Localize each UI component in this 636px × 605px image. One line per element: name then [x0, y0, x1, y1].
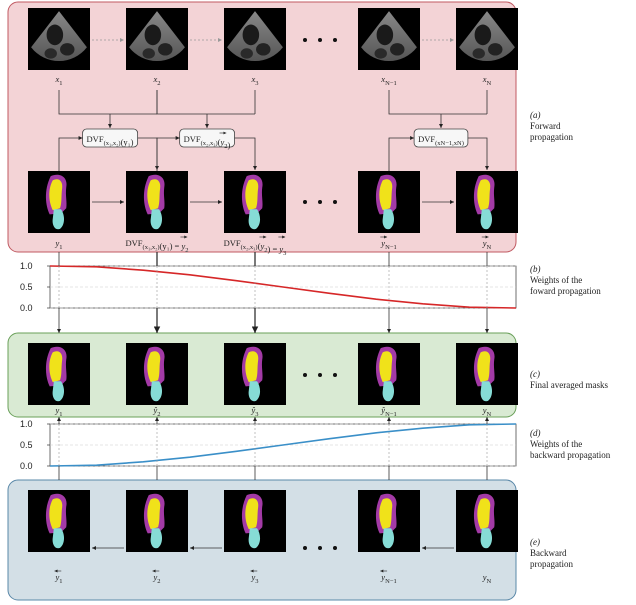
y-tick-label: 0.0	[20, 461, 33, 471]
label-subscript: (x₁,x₂)	[104, 140, 121, 147]
ultrasound-frame	[224, 8, 286, 70]
y-tick-label: 1.0	[20, 419, 33, 429]
ellipsis-dot	[303, 38, 307, 42]
label-part: DVF	[87, 134, 104, 144]
label-part: (y₁) =	[160, 241, 182, 251]
label-subscript: 1	[59, 80, 62, 87]
averaged-mask	[126, 343, 188, 405]
label-subscript: N−1	[385, 411, 397, 418]
panel-tag: (a)	[530, 110, 541, 120]
panel-tag: (b)	[530, 264, 541, 274]
label-subscript: 3	[255, 411, 258, 418]
label-part: DVF	[418, 134, 435, 144]
y-tick-label: 1.0	[20, 261, 33, 271]
y-tick-label: 0.5	[20, 440, 33, 450]
label-subscript: (xN−1,xN)	[435, 140, 464, 147]
panel-caption: Weights of the	[530, 439, 582, 449]
backward-mask	[28, 490, 90, 552]
ellipsis-dot	[333, 373, 337, 377]
panel-caption: foward propagation	[530, 286, 601, 296]
backward-mask	[126, 490, 188, 552]
diagram: x1x2x3xN−1xNDVF(x₁,x₂)(y₁)DVF(x₂,x₃)(y2)…	[0, 0, 636, 605]
averaged-mask	[358, 343, 420, 405]
panel-caption: Weights of the	[530, 275, 582, 285]
ellipsis-dot	[318, 546, 322, 550]
backward-mask	[456, 490, 518, 552]
panel-caption: propagation	[530, 559, 573, 569]
ultrasound-frame	[28, 8, 90, 70]
ellipsis-dot	[318, 38, 322, 42]
ellipsis-dot	[333, 200, 337, 204]
forward-mask	[224, 171, 286, 233]
y-tick-label: 0.5	[20, 282, 33, 292]
panel-caption: Forward	[530, 121, 561, 131]
label-subscript: N	[487, 244, 492, 251]
panel-tag: (c)	[530, 369, 540, 379]
forward-mask	[456, 171, 518, 233]
backward-mask	[358, 490, 420, 552]
panel-caption: Backward	[530, 548, 567, 558]
forward-mask	[126, 171, 188, 233]
ultrasound-frame	[456, 8, 518, 70]
ellipsis-dot	[333, 38, 337, 42]
label-part: )	[228, 140, 231, 150]
label-subscript: (x₂,x₃)	[201, 140, 218, 147]
backward-mask	[224, 490, 286, 552]
label-part: ) =	[267, 244, 279, 254]
label-subscript: N	[487, 411, 492, 418]
forward-mask	[358, 171, 420, 233]
label-subscript: N−1	[385, 80, 397, 87]
label-subscript: N	[487, 80, 492, 87]
page: {"panel_labels":[ {"tag":"(a)","lines":[…	[0, 0, 636, 605]
label-subscript: 3	[283, 250, 286, 257]
averaged-mask	[224, 343, 286, 405]
label-subscript: 2	[157, 80, 160, 87]
label-subscript: N−1	[385, 244, 397, 251]
y-tick-label: 0.0	[20, 303, 33, 313]
label-part: DVF	[184, 134, 201, 144]
ellipsis-dot	[303, 373, 307, 377]
panel-tag: (e)	[530, 537, 540, 547]
ellipsis-dot	[333, 546, 337, 550]
ultrasound-frame	[358, 8, 420, 70]
label-part: DVF	[126, 238, 143, 248]
forward-mask	[28, 171, 90, 233]
label-subscript: 1	[59, 411, 62, 418]
label-subscript: 3	[255, 80, 258, 87]
label-part: (y₁)	[121, 137, 134, 147]
label-subscript: N	[487, 578, 492, 585]
label-part: DVF	[224, 238, 241, 248]
panel-caption: backward propagation	[530, 450, 611, 460]
label-subscript: 2	[157, 411, 160, 418]
label-subscript: 2	[185, 247, 188, 254]
label-subscript: (x₂,x₃)	[241, 244, 258, 251]
label-subscript: 1	[59, 578, 62, 585]
ellipsis-dot	[303, 546, 307, 550]
ultrasound-frame	[126, 8, 188, 70]
averaged-mask	[456, 343, 518, 405]
label-subscript: 3	[255, 578, 258, 585]
label-subscript: 2	[157, 578, 160, 585]
ellipsis-dot	[318, 373, 322, 377]
label-subscript: (x₁,x₂)	[143, 244, 160, 251]
averaged-mask	[28, 343, 90, 405]
panel-caption: propagation	[530, 132, 573, 142]
label-subscript: N−1	[385, 578, 397, 585]
panel-caption: Final averaged masks	[530, 380, 608, 390]
ellipsis-dot	[318, 200, 322, 204]
panel-tag: (d)	[530, 428, 541, 438]
ellipsis-dot	[303, 200, 307, 204]
label-subscript: 1	[59, 244, 62, 251]
